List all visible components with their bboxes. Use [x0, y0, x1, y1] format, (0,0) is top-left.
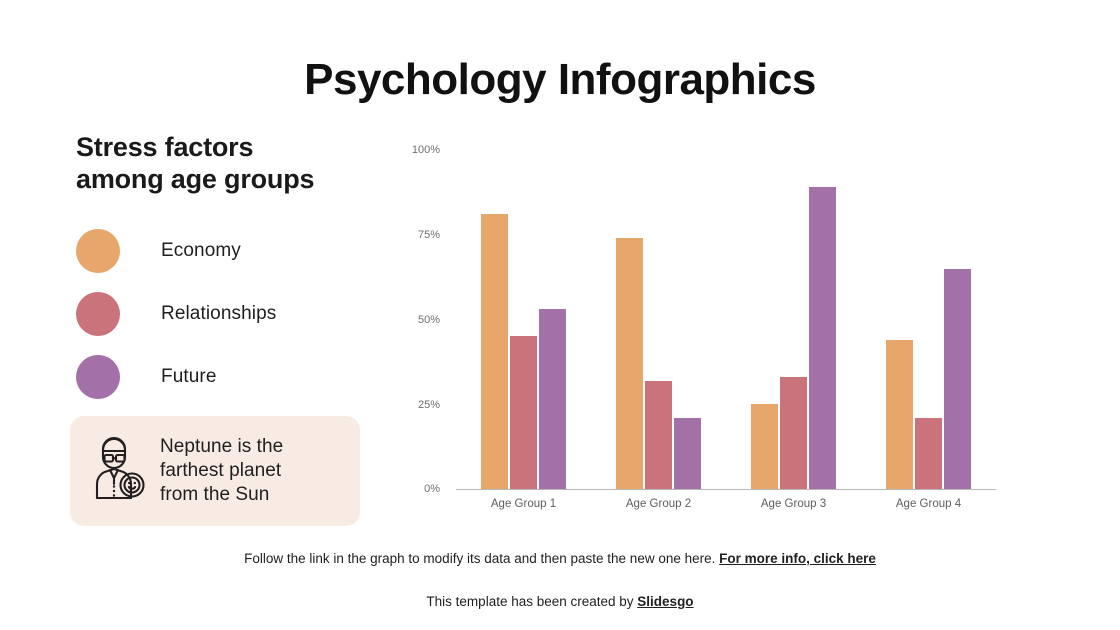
- footer-note-text: Follow the link in the graph to modify i…: [244, 551, 720, 566]
- y-axis-tick: 25%: [417, 399, 440, 411]
- bar-economy[interactable]: [481, 214, 508, 489]
- x-axis-label: Age Group 3: [760, 498, 827, 510]
- y-axis-tick: 75%: [417, 229, 440, 241]
- plot-area: [456, 150, 996, 490]
- y-axis: 100% 75% 50% 25% 0%: [396, 144, 440, 495]
- fact-card-text: Neptune is the farthest planet from the …: [160, 435, 284, 506]
- legend-label: Economy: [161, 239, 241, 261]
- bar-future[interactable]: [539, 309, 566, 489]
- legend-item-relationships[interactable]: Relationships: [76, 282, 376, 345]
- bar-relationships[interactable]: [915, 417, 942, 489]
- legend-dot-icon: [76, 291, 120, 336]
- bar-group: [861, 150, 996, 489]
- bar-future[interactable]: [809, 187, 836, 489]
- psychologist-icon: [86, 436, 150, 506]
- x-axis-label: Age Group 1: [490, 498, 557, 510]
- y-axis-tick: 0%: [424, 483, 440, 495]
- chart-legend: Economy Relationships Future: [76, 219, 376, 408]
- bar-future[interactable]: [944, 268, 971, 489]
- bar-relationships[interactable]: [780, 377, 807, 489]
- footer-credit: This template has been created by Slides…: [0, 594, 1120, 609]
- legend-dot-icon: [76, 354, 120, 399]
- footer-note-link[interactable]: For more info, click here: [719, 551, 876, 566]
- y-axis-tick: 50%: [417, 314, 440, 326]
- legend-item-economy[interactable]: Economy: [76, 219, 376, 282]
- left-column: Stress factors among age groups Economy …: [76, 132, 376, 408]
- fact-card: Neptune is the farthest planet from the …: [70, 416, 360, 526]
- legend-label: Relationships: [161, 302, 277, 324]
- bar-economy[interactable]: [751, 404, 778, 489]
- bar-economy[interactable]: [886, 339, 913, 489]
- bar-group: [591, 150, 726, 489]
- x-axis: Age Group 1 Age Group 2 Age Group 3 Age …: [456, 498, 996, 510]
- bar-group: [726, 150, 861, 489]
- bar-economy[interactable]: [616, 238, 643, 489]
- bar-chart: 100% 75% 50% 25% 0%: [396, 144, 1006, 510]
- x-axis-label: Age Group 2: [625, 498, 692, 510]
- bar-future[interactable]: [674, 417, 701, 489]
- page-title: Psychology Infographics: [304, 55, 816, 104]
- bar-relationships[interactable]: [510, 336, 537, 489]
- legend-item-future[interactable]: Future: [76, 345, 376, 408]
- bar-group: [456, 150, 591, 489]
- bar-relationships[interactable]: [645, 380, 672, 489]
- footer-note: Follow the link in the graph to modify i…: [0, 551, 1120, 566]
- section-heading: Stress factors among age groups: [76, 132, 315, 194]
- slidesgo-link[interactable]: Slidesgo: [637, 594, 694, 609]
- y-axis-tick: 100%: [411, 144, 440, 156]
- legend-label: Future: [161, 365, 217, 387]
- legend-dot-icon: [76, 228, 120, 273]
- footer-credit-text: This template has been created by: [426, 594, 638, 609]
- x-axis-label: Age Group 4: [895, 498, 962, 510]
